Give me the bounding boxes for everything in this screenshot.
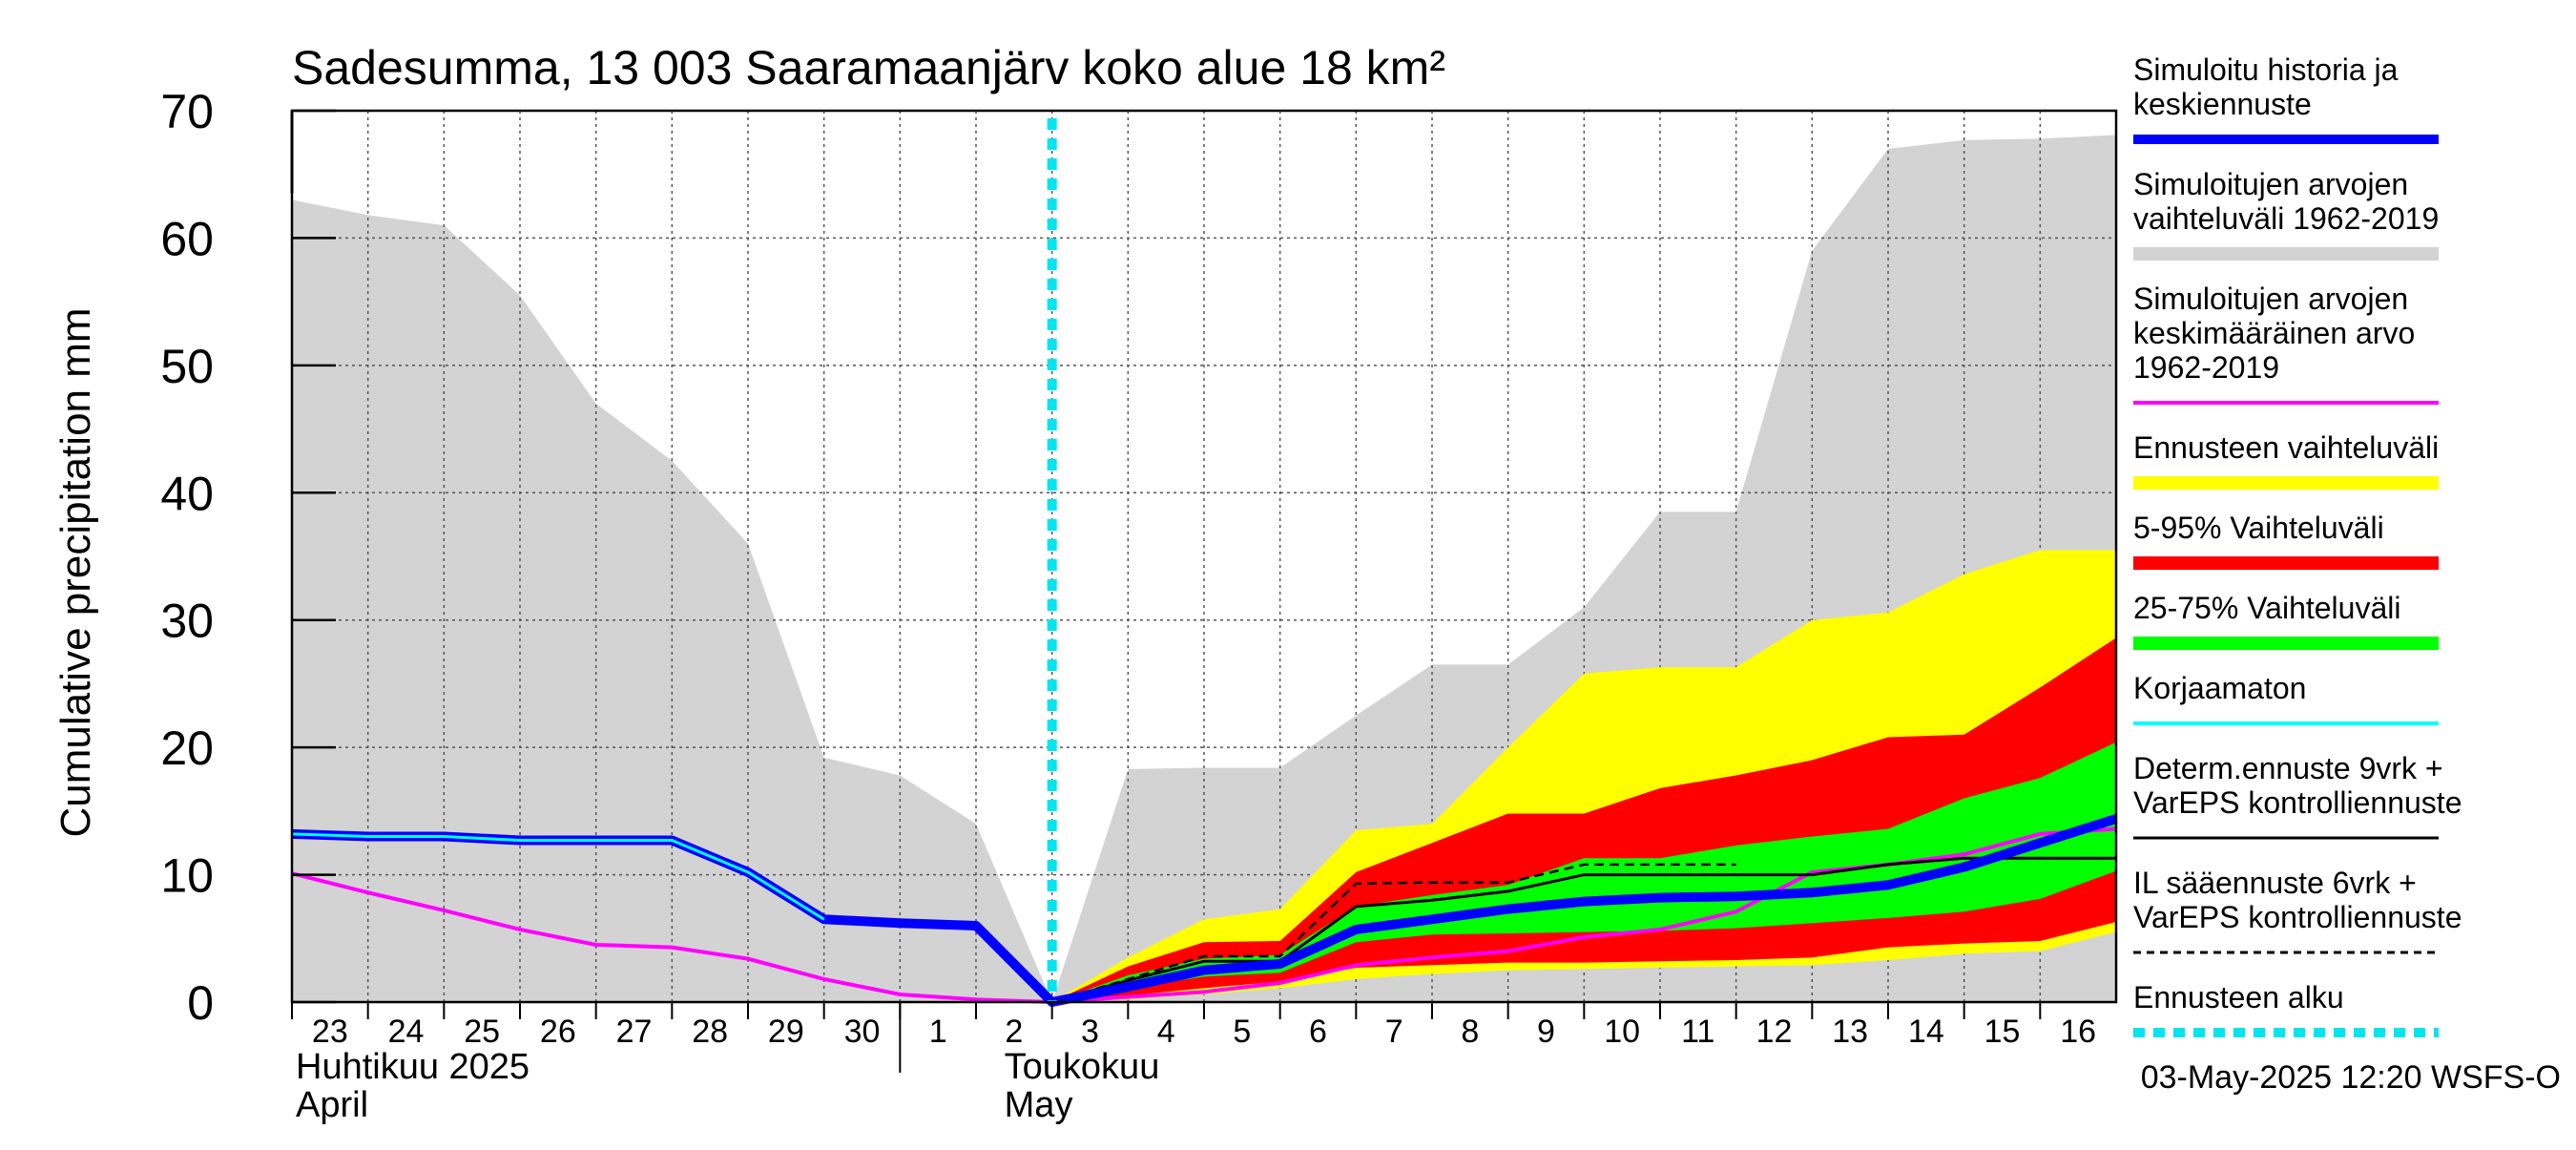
- legend: Simuloitu historia jakeskiennusteSimuloi…: [2133, 52, 2462, 1037]
- x-tick-label: 2: [1005, 1014, 1023, 1050]
- x-tick-label: 8: [1461, 1014, 1479, 1050]
- x-tick-label: 4: [1157, 1014, 1175, 1050]
- x-tick-label: 10: [1604, 1014, 1640, 1050]
- x-tick-label: 29: [768, 1014, 804, 1050]
- x-tick-label: 23: [312, 1014, 348, 1050]
- x-tick-label: 12: [1756, 1014, 1793, 1050]
- y-tick-label: 60: [160, 212, 214, 265]
- line-mean-1962-2019: [291, 826, 2117, 1005]
- month-label-may-fi: Toukokuu: [1005, 1047, 1160, 1087]
- legend-item-ennusteen-vaihteluv-li: Ennusteen vaihteluväli: [2133, 430, 2439, 490]
- legend-item-il-s-ennuste-6vrk: IL sääennuste 6vrk + VarEPS kontrollienn…: [2133, 866, 2462, 954]
- x-tick-label: 1: [929, 1014, 947, 1050]
- x-tick-label: 25: [464, 1014, 500, 1050]
- line-korjaamaton: [291, 832, 825, 921]
- legend-item-determ-ennuste-9vrk: Determ.ennuste 9vrk +VarEPS kontrollienn…: [2133, 751, 2462, 840]
- y-tick-label: 70: [160, 85, 214, 138]
- x-tick-label: 11: [1681, 1014, 1714, 1050]
- line-determ-forecast: [1051, 856, 2116, 1004]
- legend-label: Simuloitujen arvojen: [2133, 282, 2408, 316]
- x-tick-label: 27: [616, 1014, 653, 1050]
- x-tick-label: 5: [1233, 1014, 1251, 1050]
- legend-item-5-95-vaihteluv-li: 5-95% Vaihteluväli: [2133, 511, 2439, 570]
- x-tick-label: 6: [1309, 1014, 1327, 1050]
- legend-label: vaihteluväli 1962-2019: [2133, 201, 2439, 236]
- x-tick-label: 15: [1984, 1014, 2021, 1050]
- legend-item-25-75-vaihteluv-li: 25-75% Vaihteluväli: [2133, 591, 2439, 650]
- month-label-may-en: May: [1005, 1085, 1073, 1125]
- y-tick-label: 10: [160, 849, 214, 903]
- x-tick-label: 26: [540, 1014, 576, 1050]
- legend-label: Determ.ennuste 9vrk +: [2133, 751, 2443, 785]
- legend-label: 25-75% Vaihteluväli: [2133, 591, 2400, 625]
- y-tick-label: 0: [187, 976, 214, 1030]
- legend-item-ennusteen-alku: Ennusteen alku: [2133, 980, 2439, 1037]
- legend-label: Ennusteen vaihteluväli: [2133, 430, 2439, 465]
- band-25-75-vaihteluv-li: [1051, 742, 2116, 1002]
- legend-label: IL sääennuste 6vrk +: [2133, 866, 2417, 900]
- legend-label: VarEPS kontrolliennuste: [2133, 900, 2462, 934]
- x-tick-label: 16: [2060, 1014, 2096, 1050]
- legend-label: Ennusteen alku: [2133, 980, 2344, 1014]
- legend-label: keskiennuste: [2133, 87, 2312, 121]
- y-tick-label: 40: [160, 467, 214, 520]
- month-label-april-fi: Huhtikuu 2025: [296, 1047, 530, 1087]
- timestamp-footer: 03-May-2025 12:20 WSFS-O: [2141, 1059, 2561, 1096]
- legend-label: Korjaamaton: [2133, 671, 2306, 705]
- y-axis-label: Cumulative precipitation mm: [52, 307, 99, 837]
- x-tick-label: 9: [1537, 1014, 1555, 1050]
- x-tick-label: 24: [388, 1014, 425, 1050]
- legend-label: 1962-2019: [2133, 350, 2279, 385]
- legend-label: VarEPS kontrolliennuste: [2133, 785, 2462, 820]
- legend-label: Simuloitujen arvojen: [2133, 167, 2408, 201]
- y-tick-label: 50: [160, 340, 214, 393]
- legend-label: Simuloitu historia ja: [2133, 52, 2399, 87]
- x-tick-label: 13: [1832, 1014, 1868, 1050]
- y-tick-label: 20: [160, 721, 214, 775]
- legend-label: 5-95% Vaihteluväli: [2133, 511, 2384, 545]
- x-tick-label: 30: [844, 1014, 881, 1050]
- month-label-april-en: April: [296, 1085, 368, 1125]
- x-tick-label: 28: [692, 1014, 728, 1050]
- y-tick-label: 30: [160, 595, 214, 648]
- x-tick-label: 7: [1385, 1014, 1403, 1050]
- x-tick-label: 3: [1081, 1014, 1099, 1050]
- legend-label: keskimääräinen arvo: [2133, 316, 2415, 350]
- chart-title: Sadesumma, 13 003 Saaramaanjärv koko alu…: [292, 41, 1445, 94]
- x-tick-label: 14: [1908, 1014, 1944, 1050]
- legend-item-korjaamaton: Korjaamaton: [2133, 671, 2439, 725]
